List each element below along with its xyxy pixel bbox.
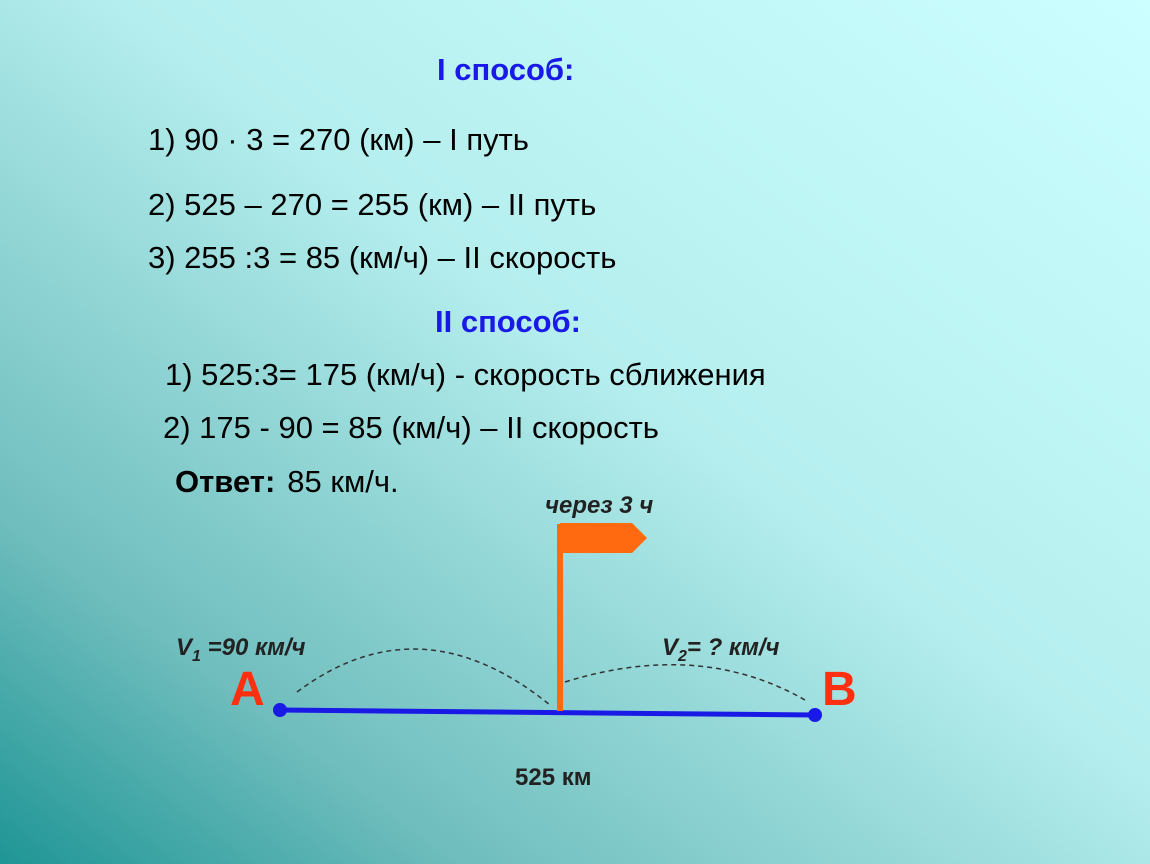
path-arc: [296, 648, 551, 706]
answer: Ответ: 85 км/ч.: [175, 464, 399, 499]
step: 2) 525 – 270 = 255 (км) – II путь: [148, 187, 596, 222]
answer-label: Ответ:: [175, 464, 275, 499]
distance-label: 525 км: [515, 764, 591, 791]
path-arc: [564, 664, 806, 701]
subscript: 1: [192, 648, 201, 665]
method-title: I способ:: [437, 52, 574, 87]
point: [273, 703, 287, 717]
method-title: II способ:: [435, 304, 581, 339]
flag: [560, 523, 647, 553]
point-label: A: [230, 663, 265, 716]
symbol: V: [176, 634, 194, 661]
road: [279, 707, 816, 718]
speed-label: V1 =90 км/ч: [176, 634, 306, 665]
subscript: 2: [677, 648, 687, 665]
symbol: V: [662, 634, 680, 661]
point: [808, 708, 822, 722]
step: 1) 90 · 3 = 270 (км) – I путь: [148, 122, 529, 157]
speed-text: = ? км/ч: [687, 634, 780, 661]
step: 2) 175 - 90 = 85 (км/ч) – II скорость: [163, 410, 659, 445]
speed-label: V2= ? км/ч: [662, 634, 780, 665]
step: 1) 525:3= 175 (км/ч) - скорость сближени…: [165, 357, 766, 392]
flag-label: через 3 ч: [545, 492, 653, 519]
step: 3) 255 :3 = 85 (км/ч) – II скорость: [148, 240, 616, 275]
point-label: B: [822, 663, 857, 716]
speed-text: =90 км/ч: [201, 634, 306, 661]
answer-text: 85 км/ч.: [287, 464, 398, 499]
